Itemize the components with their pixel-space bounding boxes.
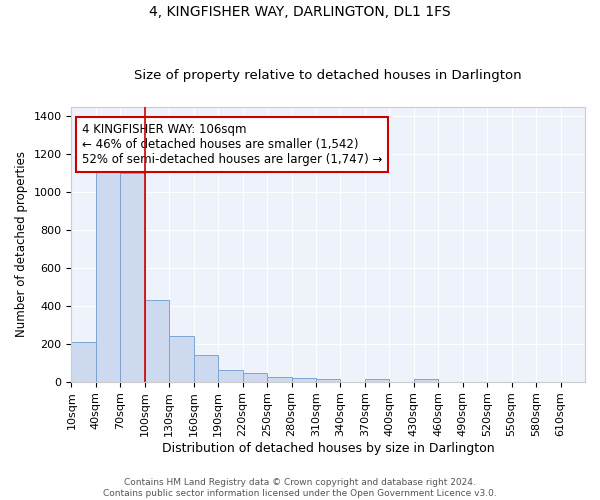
Text: 4 KINGFISHER WAY: 106sqm
← 46% of detached houses are smaller (1,542)
52% of sem: 4 KINGFISHER WAY: 106sqm ← 46% of detach… bbox=[82, 124, 382, 166]
Text: Contains HM Land Registry data © Crown copyright and database right 2024.
Contai: Contains HM Land Registry data © Crown c… bbox=[103, 478, 497, 498]
Y-axis label: Number of detached properties: Number of detached properties bbox=[15, 152, 28, 338]
Bar bbox=[414, 379, 438, 382]
X-axis label: Distribution of detached houses by size in Darlington: Distribution of detached houses by size … bbox=[162, 442, 494, 455]
Bar bbox=[365, 379, 389, 382]
Bar bbox=[267, 377, 292, 382]
Bar bbox=[169, 336, 194, 382]
Bar bbox=[96, 170, 121, 382]
Bar bbox=[292, 378, 316, 382]
Bar bbox=[194, 355, 218, 382]
Bar bbox=[218, 370, 242, 382]
Bar bbox=[316, 379, 340, 382]
Bar bbox=[121, 173, 145, 382]
Bar bbox=[71, 342, 96, 382]
Text: 4, KINGFISHER WAY, DARLINGTON, DL1 1FS: 4, KINGFISHER WAY, DARLINGTON, DL1 1FS bbox=[149, 5, 451, 19]
Bar bbox=[242, 373, 267, 382]
Title: Size of property relative to detached houses in Darlington: Size of property relative to detached ho… bbox=[134, 69, 522, 82]
Bar bbox=[145, 300, 169, 382]
